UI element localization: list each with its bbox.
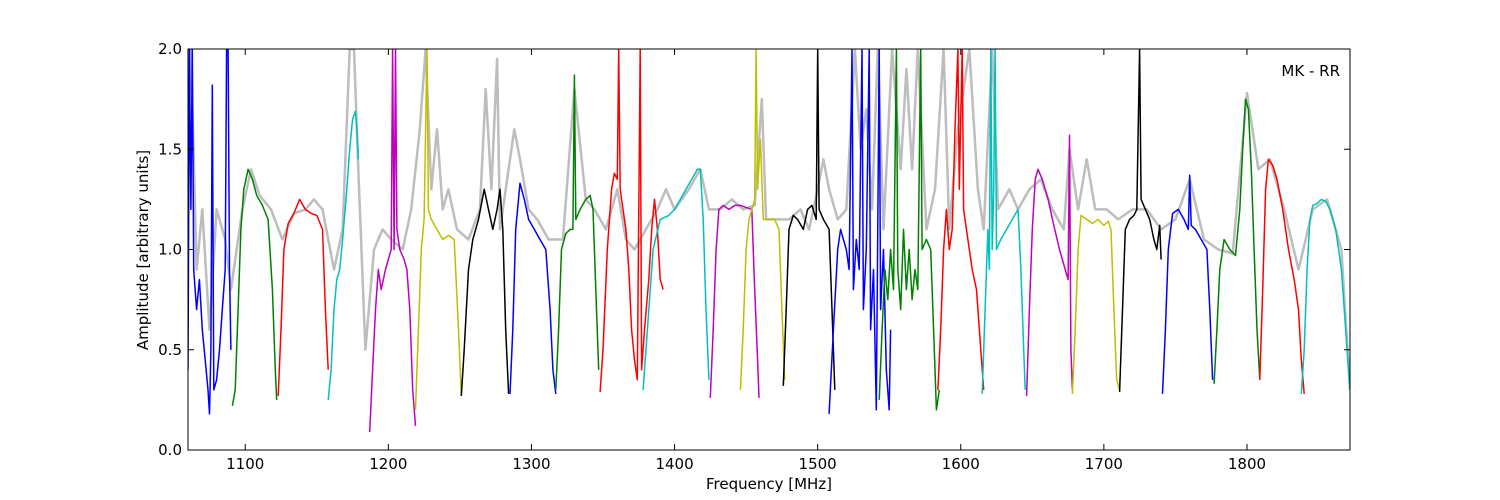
- series-line-11: [642, 168, 710, 390]
- series-line-19: [1025, 134, 1074, 396]
- y-axis-ticks: 0.0 0.5 1.0 1.5 2.0: [158, 40, 1350, 459]
- x-axis-ticks: 1100 1200 1300 1400 1500 1600 1700 1800: [226, 49, 1266, 473]
- y-axis-label: Amplitude [arbitrary units]: [134, 150, 152, 350]
- plot-annotation: MK - RR: [1281, 62, 1340, 80]
- x-axis-label: Frequency [MHz]: [706, 475, 832, 493]
- y-tick-label: 1.5: [158, 140, 182, 158]
- x-tick-label: 1100: [226, 455, 264, 473]
- series-line-9: [555, 74, 600, 390]
- series-line-4: [327, 110, 360, 400]
- y-tick-label: 0.5: [158, 341, 182, 359]
- y-tick-label: 0.0: [158, 441, 182, 459]
- series-line-5: [368, 49, 417, 433]
- series-line-10: [599, 49, 664, 392]
- series-line-14: [782, 49, 836, 390]
- series-line-15: [828, 49, 892, 414]
- x-tick-label: 1800: [1228, 455, 1266, 473]
- series-line-18: [981, 49, 1026, 394]
- series-line-6: [414, 49, 463, 410]
- series-line-3: [277, 198, 329, 396]
- reference-trace-layer: [189, 49, 1350, 390]
- series-line-2: [231, 168, 278, 407]
- x-tick-label: 1600: [942, 455, 980, 473]
- y-tick-label: 1.0: [158, 241, 182, 259]
- x-tick-label: 1700: [1085, 455, 1123, 473]
- series-line-7: [460, 188, 510, 396]
- series-line-16: [878, 49, 941, 411]
- x-tick-label: 1200: [369, 455, 407, 473]
- y-tick-label: 2.0: [158, 40, 182, 58]
- series-line-25: [1300, 198, 1350, 394]
- series-line-1: [188, 49, 232, 415]
- series-line-22: [1161, 174, 1214, 394]
- series-line-13: [739, 49, 786, 390]
- series-line-12: [709, 204, 760, 398]
- series-line-21: [1118, 49, 1162, 392]
- series-line-17: [937, 49, 985, 390]
- x-tick-label: 1400: [655, 455, 693, 473]
- series-line-24: [1259, 158, 1305, 394]
- series-line-20: [1071, 214, 1121, 394]
- series-layer: [188, 49, 1350, 433]
- x-tick-label: 1300: [512, 455, 550, 473]
- series-line-8: [509, 182, 557, 394]
- reference-trace: [189, 49, 1350, 390]
- x-tick-label: 1500: [799, 455, 837, 473]
- series-line-23: [1213, 98, 1261, 384]
